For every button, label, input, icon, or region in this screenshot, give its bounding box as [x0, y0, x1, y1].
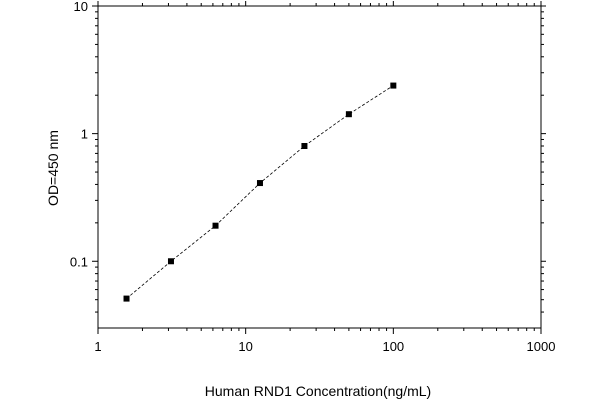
y-tick-label: 1 [81, 127, 88, 142]
x-tick-label: 1 [94, 339, 101, 354]
data-series [123, 82, 397, 302]
axes [97, 5, 542, 329]
x-tick-label: 10 [238, 339, 252, 354]
fit-curve-line [126, 85, 394, 299]
data-point-marker [301, 143, 308, 150]
data-point-marker [345, 111, 352, 118]
y-axis-label: OD=450 nm [45, 130, 61, 206]
plot-frame [97, 5, 542, 329]
data-point-marker [390, 82, 397, 89]
x-axis-label: Human RND1 Concentration(ng/mL) [205, 383, 431, 399]
y-tick-label: 0.1 [70, 254, 88, 269]
data-point-marker [212, 222, 219, 229]
data-point-marker [256, 180, 263, 187]
data-point-marker [123, 295, 130, 302]
ticks: 1 10 100 1000 0.1 1 10 [70, 0, 556, 354]
y-tick-label: 10 [74, 0, 88, 14]
x-tick-label: 100 [382, 339, 404, 354]
data-point-marker [167, 258, 174, 265]
x-tick-label: 1000 [527, 339, 556, 354]
